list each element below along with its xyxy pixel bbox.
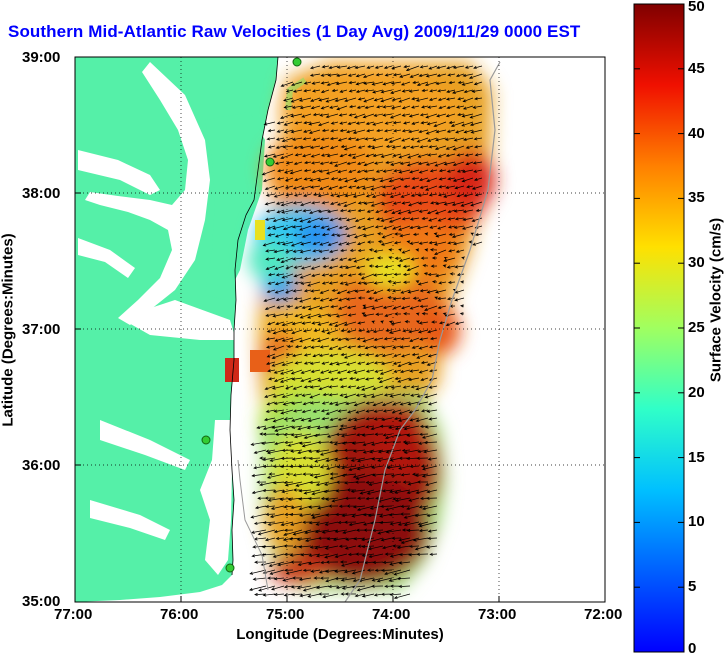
station-marker	[292, 57, 302, 67]
plot-area	[75, 57, 605, 602]
lon-tick-label: 73:00	[478, 606, 517, 623]
patch-bit	[255, 220, 265, 240]
colorbar-tick-label: 30	[688, 254, 705, 272]
river-channel-3	[100, 420, 190, 470]
colorbar-tick-label: 5	[688, 578, 697, 596]
station-marker	[265, 157, 275, 167]
river-channel-4	[90, 500, 170, 540]
station-marker	[225, 563, 235, 573]
lon-tick-label: 72:00	[584, 606, 623, 623]
patch-bit-3	[225, 358, 239, 382]
axis-ticks	[75, 192, 500, 602]
arrow-field-path	[249, 65, 483, 600]
bay-mouth	[120, 300, 236, 340]
grid-lines	[75, 57, 605, 602]
colorbar	[633, 3, 685, 653]
colorbar-ticks	[634, 3, 684, 653]
colorbar-tick-label: 20	[688, 383, 705, 401]
colorbar-tick-label: 35	[688, 189, 705, 207]
river-channel	[78, 150, 160, 195]
colorbar-tick-label: 0	[688, 640, 697, 657]
lon-tick-label: 76:00	[160, 606, 199, 623]
colorbar-tick-label: 15	[688, 448, 705, 466]
lon-tick-label: 75:00	[266, 606, 305, 623]
lon-tick-label: 77:00	[54, 606, 93, 623]
colorbar-tick-label: 50	[688, 0, 705, 15]
lat-tick-label: 37:00	[22, 321, 61, 338]
colorbar-tick-label: 40	[688, 124, 705, 142]
patch-bit-2	[250, 350, 270, 372]
x-axis-label: Longitude (Degrees:Minutes)	[236, 626, 444, 643]
colorbar-tick-label: 45	[688, 59, 705, 77]
lat-tick-label: 35:00	[22, 593, 61, 610]
delmarva-land	[205, 112, 265, 300]
lat-tick-label: 39:00	[22, 49, 61, 66]
patch-north-edge	[285, 77, 307, 111]
velocity-arrows	[249, 65, 483, 600]
colorbar-label: Surface Velocity (cm/s)	[707, 217, 724, 383]
river-channel-2	[78, 238, 135, 278]
colorbar-tick-label: 10	[688, 513, 705, 531]
lon-tick-label: 74:00	[372, 606, 411, 623]
shelf-contour	[344, 61, 501, 602]
y-axis-label: Latitude (Degrees:Minutes)	[0, 233, 17, 427]
coastline	[229, 57, 279, 576]
map-title: Southern Mid-Atlantic Raw Velocities (1 …	[8, 22, 581, 41]
lat-tick-label: 38:00	[22, 185, 61, 202]
sound	[200, 420, 232, 575]
shelf-contour-inner	[237, 459, 269, 591]
lat-tick-label: 36:00	[22, 457, 61, 474]
station-marker	[201, 435, 211, 445]
colorbar-tick-label: 25	[688, 319, 705, 336]
chesapeake-bay	[85, 62, 210, 325]
